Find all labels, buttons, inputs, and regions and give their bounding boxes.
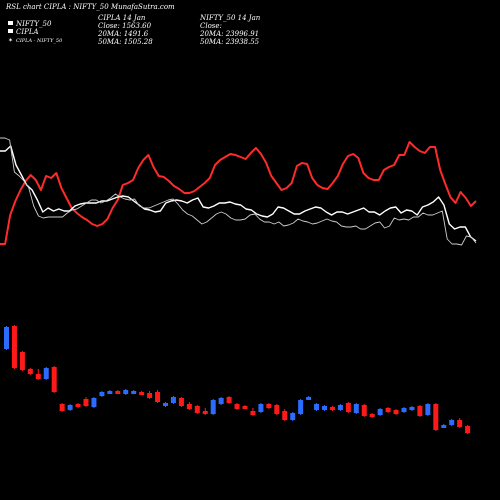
- candle-body: [314, 404, 320, 410]
- candle-body: [353, 404, 359, 413]
- candle-body: [417, 406, 423, 416]
- series-line-cipla-nifty-50: [0, 137, 477, 246]
- legend-item-2: CIPLA - NIFTY_50: [16, 38, 63, 44]
- chart-title: RSL chart CIPLA : NIFTY_50 MunafaSutra.c…: [5, 3, 175, 11]
- candle-body: [107, 391, 113, 394]
- candle-body: [186, 404, 192, 409]
- candle-body: [345, 403, 351, 412]
- candle-body: [329, 407, 335, 410]
- candle-body: [19, 352, 25, 370]
- candle-body: [83, 399, 89, 406]
- candle-body: [27, 369, 33, 374]
- candle-body: [322, 406, 327, 410]
- candle-body: [139, 392, 145, 395]
- legend-item-0: NIFTY_50: [15, 20, 52, 28]
- candle-body: [274, 405, 280, 414]
- cipla-info-3: 50MA: 1505.28: [98, 38, 153, 46]
- nifty-info-3: 50MA: 23938.55: [200, 38, 260, 46]
- candle-body: [11, 326, 17, 368]
- legend-swatch-1: [8, 29, 13, 33]
- candle-body: [202, 411, 208, 414]
- candle-body: [258, 404, 264, 412]
- candle-body: [401, 408, 407, 412]
- candle-body: [51, 367, 57, 392]
- candle-body: [385, 408, 391, 412]
- candle-body: [433, 404, 439, 430]
- candle-body: [234, 404, 240, 409]
- candle-body: [226, 397, 232, 403]
- series-line-nifty-50: [0, 145, 477, 242]
- candle-body: [393, 410, 399, 414]
- cipla-info-1: Close: 1563.60: [98, 22, 152, 30]
- candle-body: [59, 404, 65, 411]
- candle-body: [409, 407, 415, 410]
- candle-body: [155, 392, 161, 402]
- legend-item-1: CIPLA: [16, 28, 39, 36]
- candle-body: [282, 411, 288, 420]
- candle-body: [298, 400, 304, 414]
- candle-body: [306, 397, 312, 400]
- candle-body: [131, 391, 137, 394]
- nifty-info-1: Close:: [200, 22, 222, 30]
- candle-body: [163, 403, 168, 406]
- candle-body: [377, 409, 383, 415]
- candle-body: [75, 404, 81, 407]
- candle-body: [242, 406, 248, 409]
- candle-body: [43, 368, 49, 379]
- cipla-info-0: CIPLA 14 Jan: [98, 14, 146, 22]
- candlestick-group: [4, 325, 471, 434]
- candle-body: [457, 420, 463, 427]
- candle-body: [465, 426, 471, 433]
- candle-body: [147, 393, 153, 398]
- candle-body: [35, 374, 41, 379]
- candle-body: [91, 398, 97, 407]
- legend-marker-icon: ✶: [8, 37, 13, 44]
- nifty-info-2: 20MA: 23996.91: [199, 30, 259, 38]
- candle-body: [369, 414, 375, 417]
- candle-body: [266, 404, 272, 408]
- legend-swatch-0: [8, 21, 13, 25]
- candle-body: [337, 405, 343, 410]
- candle-body: [250, 411, 256, 415]
- candle-body: [170, 397, 176, 403]
- candle-body: [99, 392, 105, 396]
- candle-body: [425, 404, 431, 415]
- candle-body: [115, 391, 121, 394]
- cipla-info-2: 20MA: 1491.6: [97, 30, 149, 38]
- line-series-group: [0, 137, 477, 246]
- candle-body: [67, 405, 73, 410]
- candle-body: [218, 398, 224, 404]
- candle-body: [4, 327, 9, 349]
- nifty-info-0: NIFTY_50 14 Jan: [199, 14, 261, 22]
- candle-body: [449, 420, 455, 425]
- series-line-cipla: [0, 141, 477, 245]
- candle-body: [361, 405, 367, 416]
- candle-body: [290, 413, 296, 420]
- chart-header: RSL chart CIPLA : NIFTY_50 MunafaSutra.c…: [5, 3, 261, 46]
- candle-body: [123, 390, 129, 394]
- candle-body: [194, 406, 200, 413]
- candle-body: [441, 425, 447, 428]
- candle-body: [210, 400, 216, 414]
- candle-body: [178, 398, 184, 406]
